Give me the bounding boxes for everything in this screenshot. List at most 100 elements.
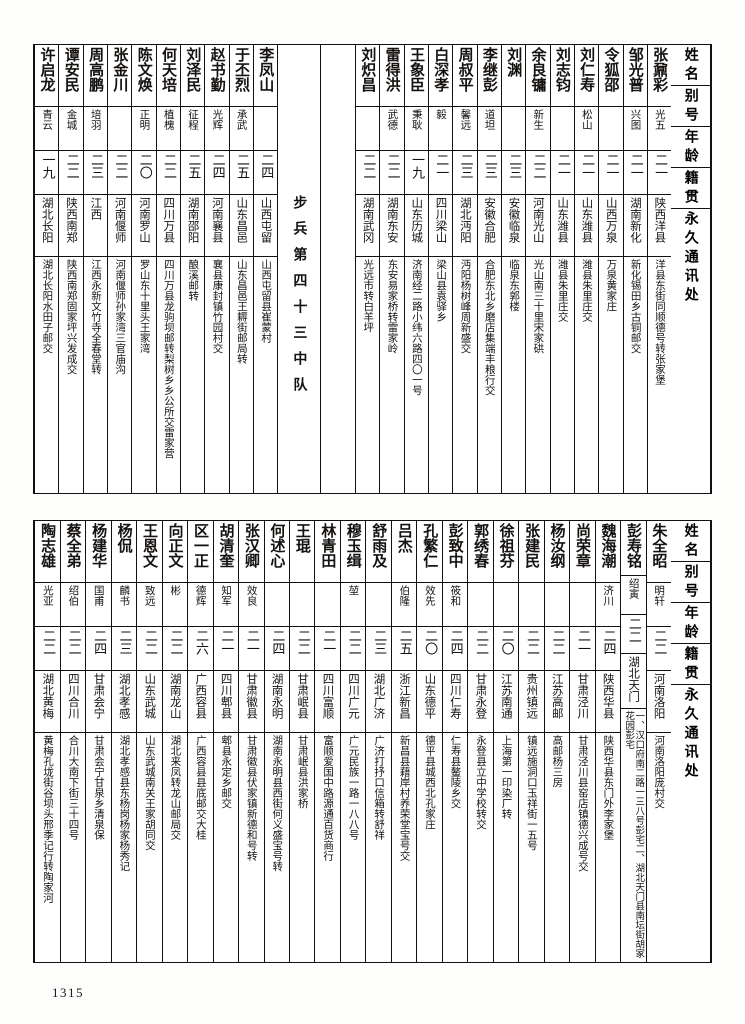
cell-address: 德平县城西北孔家庄 <box>417 733 441 962</box>
cell-name: 舒雨及 <box>366 521 391 583</box>
cell-name: 刘渊 <box>501 45 526 107</box>
cell-address: 富顺爱国中路源通百货商行 <box>315 733 339 962</box>
cell-address: 合川大南下街三十四号 <box>61 733 85 962</box>
cell-alias <box>366 583 391 627</box>
cell-name: 王恩文 <box>137 521 162 583</box>
cell-age: 二四 <box>253 151 278 195</box>
cell-alias: 国甫 <box>86 583 111 627</box>
cell-age-text: 二三 <box>506 153 522 179</box>
cell-origin: 四川仁寿 <box>442 671 468 733</box>
cell-age: 二四 <box>264 627 289 671</box>
roster-entry-column: 邹光普 兴图 二一 湖南新化 新化锡田乡古铜邮交 <box>622 45 647 493</box>
cell-age-text: 二三 <box>88 153 104 179</box>
row-header-address: 永久通讯处 <box>671 209 710 306</box>
cell-name-text: 徐祖芬 <box>497 523 516 568</box>
roster-entry-column: 林青田 二一 四川富顺 富顺爱国中路源通百货商行 <box>314 521 340 962</box>
cell-name: 彭寿铭 <box>621 521 646 576</box>
cell-age: 二二 <box>59 151 83 195</box>
cell-origin-text: 贵州镇远 <box>525 673 540 719</box>
cell-name: 谭安民 <box>59 45 83 107</box>
cell-alias: 兴图 <box>623 107 647 151</box>
cell-name-text: 令狐邵 <box>602 47 621 92</box>
cell-alias: 新生 <box>526 107 550 151</box>
cell-name: 李继彭 <box>477 45 501 107</box>
cell-age: 二〇 <box>417 627 442 671</box>
cell-origin: 广西容县 <box>188 671 213 733</box>
cell-name: 周高鹏 <box>83 45 108 107</box>
cell-address: 湖北孝感县东杨岗杨家杨秀记 <box>112 733 136 962</box>
roster-entry-column: 赵书勤 光辉 二四 河南襄县 襄县康封镇竹园村交 <box>204 45 229 493</box>
cell-alias: 光亚 <box>35 583 60 627</box>
cell-address-text: 上海第一印染厂转 <box>500 735 513 819</box>
cell-name-text: 邹光普 <box>626 47 645 92</box>
row-header-name-text: 姓名 <box>682 523 699 561</box>
cell-name: 张建民 <box>519 521 544 583</box>
cell-name: 于丕烈 <box>229 45 253 107</box>
cell-address-text: 广元民族一路一八八号 <box>347 735 360 840</box>
cell-age-text: 二五 <box>396 629 412 655</box>
cell-origin-text: 甘肃岷县 <box>296 673 311 719</box>
cell-address-text: 富顺爱国中路源通百货商行 <box>322 735 335 861</box>
cell-address: 永登县立中学校转交 <box>468 733 492 962</box>
cell-age: 二三 <box>111 627 137 671</box>
cell-address: 湖南永明县西街何义盛宝号转 <box>265 733 289 962</box>
roster-entry-column: 周高鹏 培羽 二三 江西 江西永新文竹寺全春堂转 <box>82 45 108 493</box>
cell-origin-text: 河南偃师 <box>113 197 128 243</box>
row-header-age: 年龄 <box>671 127 710 168</box>
cell-origin: 陕西洋县 <box>647 195 672 257</box>
cell-alias-text: 武德 <box>386 109 399 130</box>
cell-name-text: 魏海潮 <box>599 523 618 568</box>
cell-age-text: 二二 <box>524 629 540 655</box>
cell-name-text: 刘泽民 <box>184 47 203 92</box>
cell-age-text: 二二 <box>345 629 361 655</box>
cell-address: 高邮杨三房 <box>545 733 569 962</box>
cell-age-text: 二一 <box>603 153 619 179</box>
cell-name: 刘仁寿 <box>574 45 599 107</box>
cell-address-text: 临泉东郭楼 <box>508 259 521 312</box>
cell-age-text: 二二 <box>294 629 310 655</box>
roster-entry-column: 何述心 二四 湖南永明 湖南永明县西街何义盛宝号转 <box>263 521 289 962</box>
cell-name-text: 杨侃 <box>115 523 134 553</box>
roster-entry-column: 杨建华 国甫 二四 甘肃会宁 甘肃会宁甘泉乡清泉保 <box>85 521 111 962</box>
cell-address-text: 罗山东十里头王家湾 <box>138 259 151 354</box>
cell-address-text: 湖北来凤转龙山邮局交 <box>169 735 182 840</box>
cell-name-text: 尚荣章 <box>574 523 592 568</box>
cell-name-text: 胡清奎 <box>217 523 236 568</box>
cell-origin: 山东昌邑 <box>229 195 253 257</box>
cell-age: 二二 <box>526 151 550 195</box>
cell-address-text: 新化锡田乡古铜邮交 <box>629 259 642 354</box>
cell-origin-text: 河南罗山 <box>137 197 152 243</box>
cell-age: 二一 <box>315 627 340 671</box>
table-top-columns: 姓名 别号 年龄 籍贯 永久通讯处 张鼐彩 光五 二一 陕西洋县 洋县东街同顺德号转张家堡 邹光普兴… <box>34 45 711 493</box>
cell-origin-text: 湖北黄梅 <box>41 673 56 719</box>
row-header-alias: 别号 <box>671 562 710 603</box>
cell-origin: 湖南永明 <box>264 671 289 733</box>
cell-age: 二三 <box>453 151 477 195</box>
cell-name-text: 刘仁寿 <box>578 47 597 92</box>
cell-origin-text: 四川仁寿 <box>448 673 463 719</box>
cell-address-text: 一、汉口府南二路一三八号彭宅二、湖北天门县南坛街胡家花园彭宅 <box>623 711 645 959</box>
cell-origin-text: 江苏高邮 <box>550 673 565 719</box>
cell-age-text: 二六 <box>192 629 208 655</box>
cell-name: 陶志雄 <box>35 521 60 583</box>
cell-alias-text: 青云 <box>41 109 54 130</box>
cell-alias: 毅 <box>429 107 453 151</box>
cell-address-text: 镇远施洞口玉祥街一五号 <box>525 735 538 851</box>
cell-address-text: 广西容县县底邮交大桂 <box>194 735 207 840</box>
cell-origin-text: 安徽合肥 <box>483 197 498 243</box>
cell-alias-text: 济川 <box>602 585 615 606</box>
cell-name-text: 王琨 <box>293 523 312 553</box>
cell-alias <box>264 583 289 627</box>
cell-origin: 四川万县 <box>156 195 181 257</box>
cell-alias <box>289 583 315 627</box>
cell-age: 二三 <box>477 151 501 195</box>
roster-entry-column: 杨侃 麟书 二三 湖北孝感 湖北孝感县东杨岗杨家杨秀记 <box>110 521 137 962</box>
cell-age: 二三 <box>366 627 391 671</box>
cell-address-text: 酿溪邮转 <box>187 259 200 301</box>
cell-origin-text: 山东潍县 <box>556 197 571 243</box>
row-header-age-text: 年龄 <box>682 129 699 167</box>
roster-entry-column: 刘炽昌 二二 湖南武冈 光远市转白羊坪 <box>355 45 380 493</box>
cell-alias: 青云 <box>35 107 59 151</box>
cell-age-text: 二二 <box>65 629 81 655</box>
